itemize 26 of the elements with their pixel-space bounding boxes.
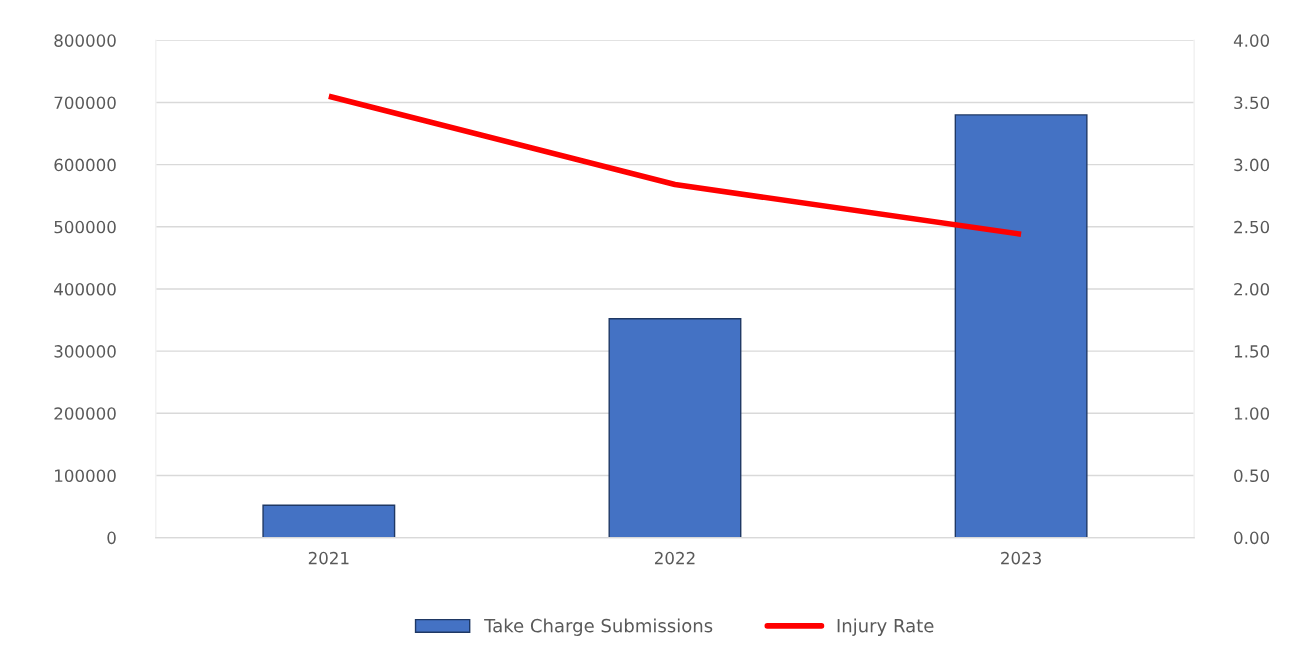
y-tick-label: 200000	[54, 407, 116, 420]
y2-tick-label: 4.00	[1233, 34, 1270, 47]
y2-tick-label: 1.50	[1234, 345, 1270, 358]
x-tick-label: 2021	[308, 551, 349, 565]
y2-tick-label: 2.00	[1234, 282, 1270, 296]
y2-tick-label: 0.50	[1234, 469, 1270, 483]
y-tick-label: 700000	[54, 96, 116, 110]
y2-tick-label: 2.50	[1234, 220, 1270, 234]
y-tick-label: 100000	[55, 469, 116, 483]
y-tick-label: 300000	[54, 345, 116, 358]
bar	[954, 114, 1088, 538]
legend-label: Injury Rate	[837, 618, 934, 636]
y2-tick-label: 1.00	[1234, 407, 1270, 420]
y2-tick-label: 0.00	[1234, 531, 1270, 545]
y-tick-label: 600000	[54, 158, 116, 172]
y-tick-label: 800000	[54, 34, 116, 47]
y-tick-label: 0	[107, 531, 116, 545]
x-tick-label: 2023	[1001, 551, 1041, 565]
y2-tick-label: 3.50	[1234, 96, 1270, 110]
x-tick-label: 2022	[654, 551, 695, 565]
y-tick-label: 500000	[54, 220, 116, 234]
bar	[608, 318, 742, 538]
legend-label: Take Charge Submissions	[484, 618, 713, 636]
y2-tick-label: 3.00	[1234, 158, 1270, 172]
bar	[262, 504, 396, 538]
y-tick-label: 400000	[54, 282, 116, 296]
